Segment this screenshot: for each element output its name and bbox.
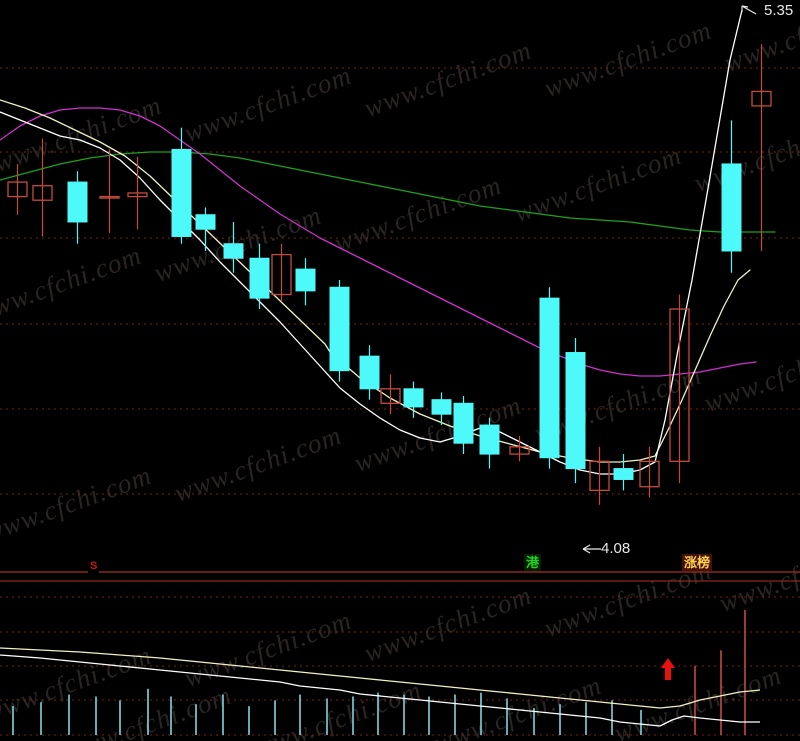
candle-body-down <box>359 355 380 390</box>
candle-body-down <box>249 257 270 299</box>
candle-body-down <box>613 468 634 480</box>
high-price-label: 5.35 <box>764 2 794 19</box>
signal-markers[interactable] <box>661 658 675 680</box>
candle-body-down <box>565 352 586 470</box>
candle <box>751 44 772 251</box>
candle-body-up <box>99 195 120 199</box>
candle <box>509 435 530 462</box>
badge-s[interactable]: S <box>88 558 100 575</box>
price-annotations <box>582 5 757 554</box>
candle <box>589 446 610 505</box>
candle-body-up <box>32 185 53 201</box>
candle-body-up <box>127 192 148 198</box>
candle <box>32 138 53 237</box>
candle-body-up <box>751 90 772 107</box>
candle-body-up <box>639 460 660 488</box>
candle-body-up <box>509 446 530 455</box>
candle <box>613 454 634 491</box>
candle-body-down <box>329 286 350 372</box>
candle <box>127 156 148 230</box>
moving-average-lines <box>0 9 776 475</box>
candle-body-up <box>380 388 401 404</box>
vol-ma-short <box>0 654 760 727</box>
ma-line-ma10 <box>0 99 751 463</box>
candle <box>195 207 216 251</box>
candle-body-up <box>669 308 690 462</box>
candle-body-down <box>295 268 316 292</box>
candle <box>380 374 401 415</box>
candle <box>99 149 120 233</box>
candle-body-down <box>453 402 474 444</box>
candlestick-series <box>7 44 772 505</box>
candle-body-down <box>195 214 216 230</box>
candle-body-down <box>223 243 244 259</box>
candle <box>7 163 28 215</box>
candle <box>539 287 560 469</box>
candle-body-up <box>271 253 292 296</box>
candle <box>403 381 424 418</box>
candle-body-down <box>721 163 742 252</box>
candle <box>639 446 660 498</box>
candle <box>67 171 88 244</box>
candle-body-up <box>589 460 610 491</box>
candle-body-down <box>403 388 424 408</box>
candle-body-down <box>171 148 192 237</box>
candle <box>171 127 192 244</box>
ma-line-ma20 <box>0 107 757 377</box>
candle <box>271 243 292 302</box>
candle <box>721 120 742 273</box>
candle-body-down <box>539 297 560 459</box>
volume-series <box>12 609 746 735</box>
candle <box>479 417 500 469</box>
candle <box>223 221 244 273</box>
candle-body-down <box>67 181 88 223</box>
candle <box>329 280 350 382</box>
candle <box>669 294 690 484</box>
low-price-label: 4.08 <box>601 540 631 557</box>
candle <box>295 258 316 306</box>
ma-line-ma60 <box>0 151 776 233</box>
candle <box>359 345 380 400</box>
candle <box>453 396 474 455</box>
high-label-arrow <box>741 5 757 15</box>
candle <box>249 243 270 310</box>
ma-line-ma5 <box>0 9 743 475</box>
candle <box>565 338 586 484</box>
badge-hk[interactable]: 港 <box>524 554 542 571</box>
low-label-arrow <box>582 544 601 554</box>
candle <box>431 392 452 426</box>
candle-body-up <box>7 181 28 198</box>
buy-arrow-marker[interactable] <box>661 658 675 680</box>
candle-body-down <box>431 399 452 415</box>
panel-separator-axis <box>0 571 800 582</box>
badge-rank[interactable]: 涨榜 <box>682 554 713 571</box>
vol-ma-long <box>0 647 761 709</box>
volume-moving-average-lines <box>0 647 761 727</box>
candle-body-down <box>479 424 500 455</box>
